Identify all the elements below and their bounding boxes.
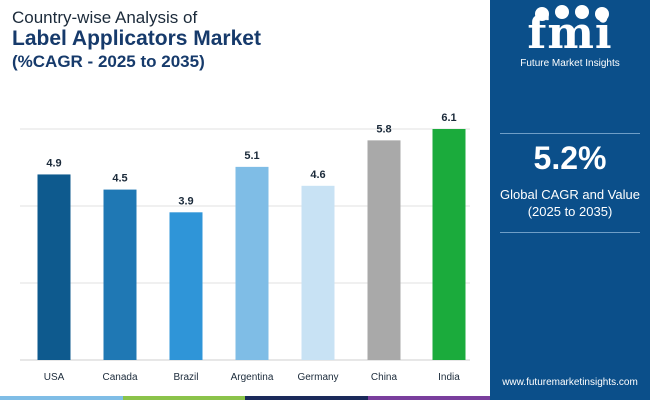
strip-segment — [0, 396, 123, 400]
bar-usa — [37, 174, 71, 360]
strip-segment — [245, 396, 368, 400]
bar-china — [367, 140, 401, 360]
bottom-color-strip — [0, 396, 490, 400]
headline-label: Global CAGR and Value (2025 to 2035) — [490, 186, 650, 220]
title-line-3: (%CAGR - 2025 to 2035) — [12, 52, 205, 71]
bar-argentina — [235, 166, 269, 360]
data-label-china: 5.8 — [376, 123, 391, 135]
data-label-brazil: 3.9 — [178, 195, 193, 207]
bar-canada — [103, 189, 137, 360]
tick-label-argentina: Argentina — [231, 372, 274, 383]
tick-label-india: India — [438, 372, 460, 383]
data-label-germany: 4.6 — [310, 169, 325, 181]
logo-dot-icon — [535, 7, 549, 21]
website-link[interactable]: www.futuremarketinsights.com — [502, 377, 638, 388]
headline-label-1: Global CAGR and Value — [500, 187, 640, 202]
chart-panel: Country-wise Analysis of Label Applicato… — [0, 8, 490, 400]
title-line-2: Label Applicators Market — [12, 27, 261, 50]
bar-india — [432, 129, 466, 360]
logo-dot-icon — [555, 5, 569, 19]
data-label-argentina: 5.1 — [244, 150, 259, 162]
tick-label-canada: Canada — [102, 372, 137, 383]
headline-value: 5.2% — [533, 140, 607, 176]
bar-chart: 4.9 USA 4.5 Canada 3.9 Brazil 5.1 Argentina 4.6 G… — [20, 112, 470, 383]
bar-germany — [301, 185, 335, 360]
tick-label-china: China — [371, 372, 398, 383]
tick-label-brazil: Brazil — [173, 372, 198, 383]
data-label-india: 6.1 — [441, 112, 456, 124]
strip-segment — [122, 396, 245, 400]
tick-label-germany: Germany — [297, 372, 338, 383]
logo-dot-icon — [595, 7, 609, 21]
data-label-canada: 4.5 — [112, 173, 127, 185]
logo-subtitle: Future Market Insights — [520, 58, 620, 69]
tick-label-usa: USA — [44, 372, 65, 383]
divider-top — [500, 133, 640, 134]
logo-icons — [535, 5, 609, 21]
data-label-usa: 4.9 — [46, 157, 61, 169]
sidebar-panel: fmi Future Market Insights 5.2% Global C… — [490, 0, 650, 400]
divider-bottom — [500, 232, 640, 233]
strip-segment — [367, 396, 490, 400]
bar-brazil — [169, 212, 203, 360]
logo: fmi — [527, 8, 613, 59]
headline-label-2: (2025 to 2035) — [527, 204, 613, 219]
logo-dot-icon — [575, 5, 589, 19]
title-line-1: Country-wise Analysis of — [12, 8, 198, 27]
